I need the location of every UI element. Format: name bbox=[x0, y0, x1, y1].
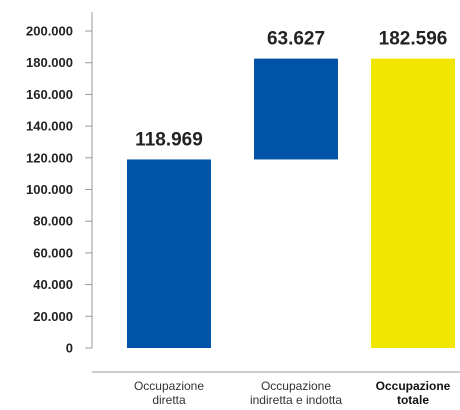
y-tick-label: 20.000 bbox=[33, 309, 73, 324]
y-tick-label: 140.000 bbox=[26, 119, 73, 134]
y-tick-label: 120.000 bbox=[26, 150, 73, 165]
y-tick-label: 180.000 bbox=[26, 55, 73, 70]
y-tick-label: 200.000 bbox=[26, 24, 73, 39]
bar-2 bbox=[254, 58, 338, 160]
category-label: totale bbox=[397, 393, 429, 407]
bar-value-label: 63.627 bbox=[267, 29, 325, 50]
category-label: Occupazione bbox=[261, 379, 331, 393]
y-tick-label: 80.000 bbox=[33, 214, 73, 229]
bar-3 bbox=[371, 58, 455, 348]
category-label: Occupazione bbox=[134, 379, 204, 393]
y-ticks: 0 20.000 40.000 60.000 80.000 100.000 120.000 1… bbox=[26, 24, 92, 356]
y-tick-label: 100.000 bbox=[26, 182, 73, 197]
category-label: Occupazione bbox=[376, 379, 451, 393]
y-tick-label: 0 bbox=[66, 341, 73, 356]
y-tick-label: 60.000 bbox=[33, 245, 73, 260]
data-labels: 118.969 63.627 182.596 bbox=[135, 29, 447, 151]
bar-1 bbox=[127, 159, 211, 348]
y-tick-label: 160.000 bbox=[26, 87, 73, 102]
category-label: indiretta e indotta bbox=[250, 393, 342, 407]
bar-value-label: 118.969 bbox=[135, 129, 203, 150]
bar-value-label: 182.596 bbox=[379, 29, 448, 50]
y-tick-label: 40.000 bbox=[33, 277, 73, 292]
category-label: diretta bbox=[152, 393, 186, 407]
bars bbox=[127, 58, 455, 348]
